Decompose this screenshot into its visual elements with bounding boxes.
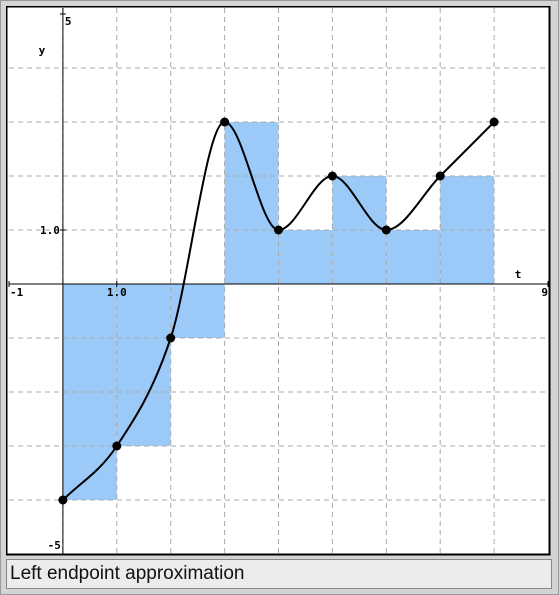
point xyxy=(112,441,122,451)
point xyxy=(489,117,499,127)
chart: -1 1.0 9 -5 1.0 5 t y xyxy=(6,6,551,556)
caption: Left endpoint approximation xyxy=(6,559,552,589)
x-tick-label: -1 xyxy=(10,286,24,299)
riemann-rect xyxy=(62,284,117,500)
point xyxy=(274,225,283,235)
riemann-rect xyxy=(386,230,441,284)
riemann-rect xyxy=(278,230,333,284)
y-tick-label: -5 xyxy=(48,539,61,552)
riemann-rect xyxy=(332,176,387,284)
curve xyxy=(62,120,495,501)
riemann-rect xyxy=(440,176,495,284)
y-tick-label: 5 xyxy=(65,15,72,28)
point xyxy=(381,225,391,235)
y-axis-label: y xyxy=(39,44,46,57)
y-tick-label: 1.0 xyxy=(40,224,60,237)
x-tick-label: 1.0 xyxy=(107,286,127,299)
riemann-rect xyxy=(170,284,225,338)
point xyxy=(327,171,337,181)
x-axis-label: t xyxy=(515,268,522,281)
point xyxy=(58,495,68,505)
riemann-rect xyxy=(224,122,279,284)
point xyxy=(166,333,176,343)
riemann-rect xyxy=(116,284,171,446)
point xyxy=(435,171,445,181)
point xyxy=(220,117,230,127)
x-tick-label: 9 xyxy=(541,286,548,299)
